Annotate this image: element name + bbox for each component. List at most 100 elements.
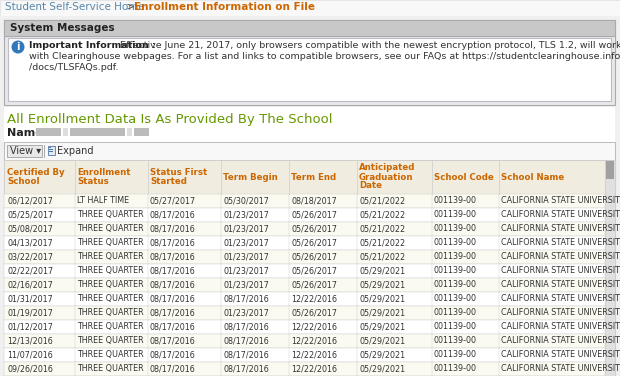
Text: 05/29/2021: 05/29/2021 (359, 322, 405, 331)
Text: 08/17/2016: 08/17/2016 (150, 294, 196, 303)
Text: 001139-00: 001139-00 (434, 224, 477, 233)
Bar (4, 160, 605, 194)
Text: 05/29/2021: 05/29/2021 (359, 266, 405, 275)
Text: 05/30/2017: 05/30/2017 (223, 196, 269, 205)
Text: CALIFORNIA STATE UNIVERSITY - LONG BE: CALIFORNIA STATE UNIVERSITY - LONG BE (501, 322, 620, 331)
Text: THREE QUARTER: THREE QUARTER (77, 238, 144, 247)
Text: 001139-00: 001139-00 (434, 196, 477, 205)
Text: 08/17/2016: 08/17/2016 (150, 322, 196, 331)
Text: 01/23/2017: 01/23/2017 (223, 224, 269, 233)
Text: 05/29/2021: 05/29/2021 (359, 280, 405, 289)
Text: CALIFORNIA STATE UNIVERSITY - LONG BE: CALIFORNIA STATE UNIVERSITY - LONG BE (501, 266, 620, 275)
Text: Certified By: Certified By (7, 168, 64, 177)
Text: THREE QUARTER: THREE QUARTER (77, 308, 144, 317)
Bar (4, 306, 605, 320)
Bar (4, 320, 605, 334)
Text: 05/21/2022: 05/21/2022 (359, 252, 405, 261)
Bar (49, 151, 53, 152)
Text: Effective June 21, 2017, only browsers compatible with the newest encryption pro: Effective June 21, 2017, only browsers c… (117, 41, 620, 50)
Bar (49, 149, 53, 150)
Text: 08/17/2016: 08/17/2016 (150, 364, 196, 373)
Text: CALIFORNIA STATE UNIVERSITY - LONG BE: CALIFORNIA STATE UNIVERSITY - LONG BE (501, 294, 620, 303)
Text: THREE QUARTER: THREE QUARTER (77, 210, 144, 219)
Text: 03/22/2017: 03/22/2017 (7, 252, 53, 261)
Text: with Clearinghouse webpages. For a list and links to compatible browsers, see ou: with Clearinghouse webpages. For a list … (29, 52, 620, 61)
Text: 05/08/2017: 05/08/2017 (7, 224, 53, 233)
Text: All Enrollment Data Is As Provided By The School: All Enrollment Data Is As Provided By Th… (7, 113, 332, 126)
Bar (4, 222, 605, 236)
Text: Enrollment Information on File: Enrollment Information on File (134, 2, 315, 12)
Text: CALIFORNIA STATE UNIVERSITY - LONG BE: CALIFORNIA STATE UNIVERSITY - LONG BE (501, 224, 620, 233)
Text: CALIFORNIA STATE UNIVERSITY - LONG BE: CALIFORNIA STATE UNIVERSITY - LONG BE (501, 238, 620, 247)
Text: 12/22/2016: 12/22/2016 (291, 336, 337, 345)
Text: Enrollment: Enrollment (77, 168, 130, 177)
Text: THREE QUARTER: THREE QUARTER (77, 224, 144, 233)
Bar (4, 236, 605, 250)
Text: 09/26/2016: 09/26/2016 (7, 364, 53, 373)
Text: 08/17/2016: 08/17/2016 (150, 238, 196, 247)
Bar (7, 145, 42, 157)
Bar (4, 250, 605, 264)
Text: 001139-00: 001139-00 (434, 350, 477, 359)
Text: CALIFORNIA STATE UNIVERSITY - LONG BE: CALIFORNIA STATE UNIVERSITY - LONG BE (501, 308, 620, 317)
Text: 05/26/2017: 05/26/2017 (291, 238, 337, 247)
Text: 08/17/2016: 08/17/2016 (150, 336, 196, 345)
Text: >: > (123, 2, 138, 12)
Text: System Messages: System Messages (10, 23, 115, 33)
Text: 05/26/2017: 05/26/2017 (291, 252, 337, 261)
Text: i: i (16, 42, 20, 52)
Text: THREE QUARTER: THREE QUARTER (77, 350, 144, 359)
Text: 001139-00: 001139-00 (434, 238, 477, 247)
Bar (4, 142, 615, 160)
Text: 05/25/2017: 05/25/2017 (7, 210, 53, 219)
Text: 08/17/2016: 08/17/2016 (150, 350, 196, 359)
Text: 05/26/2017: 05/26/2017 (291, 308, 337, 317)
Text: Term Begin: Term Begin (223, 173, 278, 182)
Text: 001139-00: 001139-00 (434, 294, 477, 303)
Text: CALIFORNIA STATE UNIVERSITY - LONG BE: CALIFORNIA STATE UNIVERSITY - LONG BE (501, 350, 620, 359)
Text: 01/23/2017: 01/23/2017 (223, 210, 269, 219)
Bar (47, 145, 97, 157)
Text: School Name: School Name (501, 173, 564, 182)
Text: 08/17/2016: 08/17/2016 (223, 364, 268, 373)
Bar (4, 20, 615, 105)
Text: THREE QUARTER: THREE QUARTER (77, 252, 144, 261)
Text: 001139-00: 001139-00 (434, 266, 477, 275)
Text: 06/12/2017: 06/12/2017 (7, 196, 53, 205)
Bar (4, 334, 605, 348)
Text: 12/22/2016: 12/22/2016 (291, 322, 337, 331)
Text: CALIFORNIA STATE UNIVERSITY - LONG BE: CALIFORNIA STATE UNIVERSITY - LONG BE (501, 364, 620, 373)
Text: 01/23/2017: 01/23/2017 (223, 266, 269, 275)
Text: 05/26/2017: 05/26/2017 (291, 210, 337, 219)
Bar (0, 0, 620, 16)
Bar (4, 160, 615, 376)
Text: 001139-00: 001139-00 (434, 322, 477, 331)
Text: Student Self-Service Home: Student Self-Service Home (5, 2, 144, 12)
Text: 12/22/2016: 12/22/2016 (291, 350, 337, 359)
Text: 01/31/2017: 01/31/2017 (7, 294, 53, 303)
Text: 02/22/2017: 02/22/2017 (7, 266, 53, 275)
Text: 01/23/2017: 01/23/2017 (223, 280, 269, 289)
Bar (605, 160, 615, 376)
Text: 05/21/2022: 05/21/2022 (359, 238, 405, 247)
Text: 11/07/2016: 11/07/2016 (7, 350, 53, 359)
Text: 04/13/2017: 04/13/2017 (7, 238, 53, 247)
Bar (4, 107, 615, 376)
Text: THREE QUARTER: THREE QUARTER (77, 322, 144, 331)
Bar (134, 128, 149, 136)
Text: 08/17/2016: 08/17/2016 (150, 266, 196, 275)
Text: 05/21/2022: 05/21/2022 (359, 210, 405, 219)
Text: CALIFORNIA STATE UNIVERSITY - LONG BE: CALIFORNIA STATE UNIVERSITY - LONG BE (501, 252, 620, 261)
Text: Name:: Name: (7, 128, 47, 138)
Text: CALIFORNIA STATE UNIVERSITY - LONG BE: CALIFORNIA STATE UNIVERSITY - LONG BE (501, 196, 620, 205)
Text: 05/29/2021: 05/29/2021 (359, 308, 405, 317)
Bar (4, 194, 605, 208)
Text: 001139-00: 001139-00 (434, 308, 477, 317)
Bar (70, 128, 125, 136)
Text: 05/21/2022: 05/21/2022 (359, 196, 405, 205)
Text: 05/29/2021: 05/29/2021 (359, 364, 405, 373)
Bar (4, 208, 605, 222)
Text: 08/17/2016: 08/17/2016 (150, 280, 196, 289)
Text: 05/29/2021: 05/29/2021 (359, 350, 405, 359)
Text: 05/29/2021: 05/29/2021 (359, 294, 405, 303)
